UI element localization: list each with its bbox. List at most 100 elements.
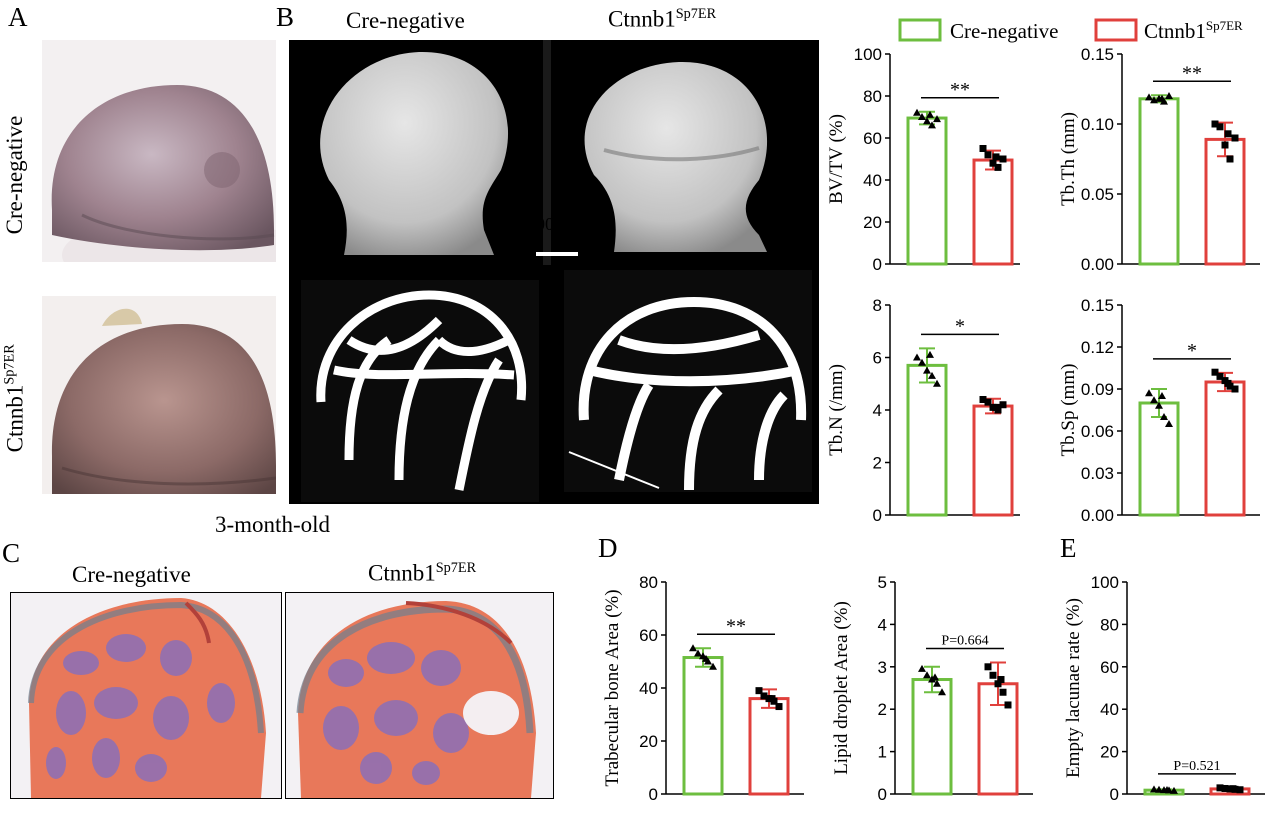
row-label-cre-negative: Cre-negative [2,115,27,235]
data-point-cre-negative [1145,93,1153,101]
data-point-ctnnb1 [1216,784,1224,792]
y-tick-label: 3 [878,658,887,677]
data-point-cre-negative [1150,785,1158,793]
y-tick-label: 0.10 [1081,115,1114,134]
y-axis-label: Tb.N (/mm) [826,364,847,456]
panel-label-a: A [8,2,28,32]
data-point-ctnnb1 [984,151,992,159]
photo-ctnnb1-femoral-head [42,296,276,494]
data-point-cre-negative [923,671,931,679]
data-point-cre-negative [1158,392,1166,399]
legend-label-cre-negative: Cre-negative [950,19,1058,43]
data-point-cre-negative [709,662,717,670]
data-point-ctnnb1 [992,403,1000,411]
y-tick-label: 60 [1100,658,1119,677]
data-point-cre-negative [1155,785,1163,793]
y-tick-label: 80 [1100,615,1119,634]
data-point-ctnnb1 [1221,784,1229,792]
panel-label-c: C [2,538,21,568]
data-point-ctnnb1 [984,663,992,671]
data-point-ctnnb1 [1221,141,1229,149]
y-tick-label: 0.09 [1081,380,1114,399]
data-point-cre-negative [694,649,702,657]
data-point-ctnnb1 [755,687,763,695]
y-tick-label: 2 [873,454,882,473]
y-tick-label: 0.05 [1081,185,1114,204]
y-tick-label: 4 [878,615,887,634]
data-point-ctnnb1 [1224,130,1232,138]
data-point-cre-negative [933,115,941,123]
data-point-ctnnb1 [1211,368,1219,376]
y-tick-label: 0 [649,785,658,802]
data-point-ctnnb1 [1231,385,1239,393]
data-point-ctnnb1 [1226,155,1234,163]
significance-label: P=0.521 [1173,759,1220,774]
age-label: 3-month-old [215,512,330,537]
data-point-cre-negative [933,679,941,687]
data-point-ctnnb1 [1229,785,1237,793]
data-point-cre-negative [923,366,931,374]
error-bar [919,347,935,384]
data-point-ctnnb1 [979,396,987,403]
data-point-cre-negative [1163,785,1171,793]
histology-header-cre-negative: Cre-negative [72,562,191,587]
y-axis-label: BV/TV (%) [826,114,847,204]
chart-empty-lacunae-rate: 0 20 40 60 80 100 Empty lacunae rate (%) P=0.52… [1055,562,1265,804]
data-point-ctnnb1 [989,159,997,167]
y-tick-label: 0 [873,255,882,274]
data-point-ctnnb1 [989,671,997,679]
data-point-cre-negative [931,673,939,681]
y-axis-label: Empty lacunae rate (%) [1063,598,1084,778]
data-point-cre-negative [928,371,936,379]
histology-ctnnb1 [285,592,554,799]
y-tick-label: 100 [1091,573,1119,592]
microct-panel [289,40,819,504]
data-point-ctnnb1 [992,153,1000,161]
y-tick-label: 4 [873,401,882,420]
bar-ctnnb1 [1204,380,1246,517]
photo-cre-negative-femoral-head [42,40,276,262]
y-tick-label: 0 [878,785,887,802]
bar-ctnnb1 [972,404,1014,517]
y-tick-label: 0 [1110,785,1119,802]
y-axis-label: Lipid droplet Area (%) [831,601,852,775]
data-point-cre-negative [933,379,941,387]
y-tick-label: 40 [863,171,882,190]
histology-header-ctnnb1: Ctnnb1Sp7ER [368,560,477,586]
data-point-ctnnb1 [979,145,987,152]
data-point-cre-negative [926,110,934,118]
y-axis-label: Trabecular bone Area (%) [602,589,623,786]
data-point-ctnnb1 [768,695,776,703]
y-tick-label: 60 [863,129,882,148]
bar-ctnnb1 [748,697,790,796]
y-tick-label: 0.06 [1081,422,1114,441]
data-point-ctnnb1 [1211,120,1219,128]
data-point-cre-negative [689,644,697,652]
column-header-cre-negative: Cre-negative [346,8,465,33]
legend-swatch-cre-negative [898,18,942,42]
data-point-cre-negative [913,353,921,361]
data-point-cre-negative [918,664,926,672]
chart-bv-tv: 0 20 40 60 80 100 BV/TV (%) ** [820,44,1028,274]
legend-swatch-ctnnb1 [1094,18,1138,42]
y-tick-label: 100 [854,45,882,64]
data-point-cre-negative [928,121,936,129]
y-tick-label: 0.00 [1081,255,1114,274]
chart-tb-th: 0.00 0.05 0.10 0.15 Tb.Th (mm) ** [1040,44,1265,274]
chart-tb-sp: 0.00 0.03 0.06 0.09 0.12 0.15 Tb.Sp (mm) * [1040,295,1265,525]
histology-cre-negative [10,592,282,799]
data-point-ctnnb1 [760,692,768,700]
legend: Cre-negative Ctnnb1Sp7ER [898,14,1271,46]
legend-label-ctnnb1: Ctnnb1Sp7ER [1144,18,1243,43]
y-tick-label: 40 [639,679,658,698]
data-point-cre-negative [1165,92,1173,99]
data-point-cre-negative [1170,786,1178,794]
data-point-ctnnb1 [984,398,992,406]
bar-cre-negative [906,116,948,266]
significance-label: * [1187,340,1197,362]
data-point-ctnnb1 [994,680,1002,688]
chart-trabecular-bone-area: 0 20 40 60 80 Trabecular bone Area (%) ** [596,562,806,804]
bar-cre-negative [1138,401,1180,517]
significance-label: ** [950,79,970,101]
y-tick-label: 80 [639,573,658,592]
